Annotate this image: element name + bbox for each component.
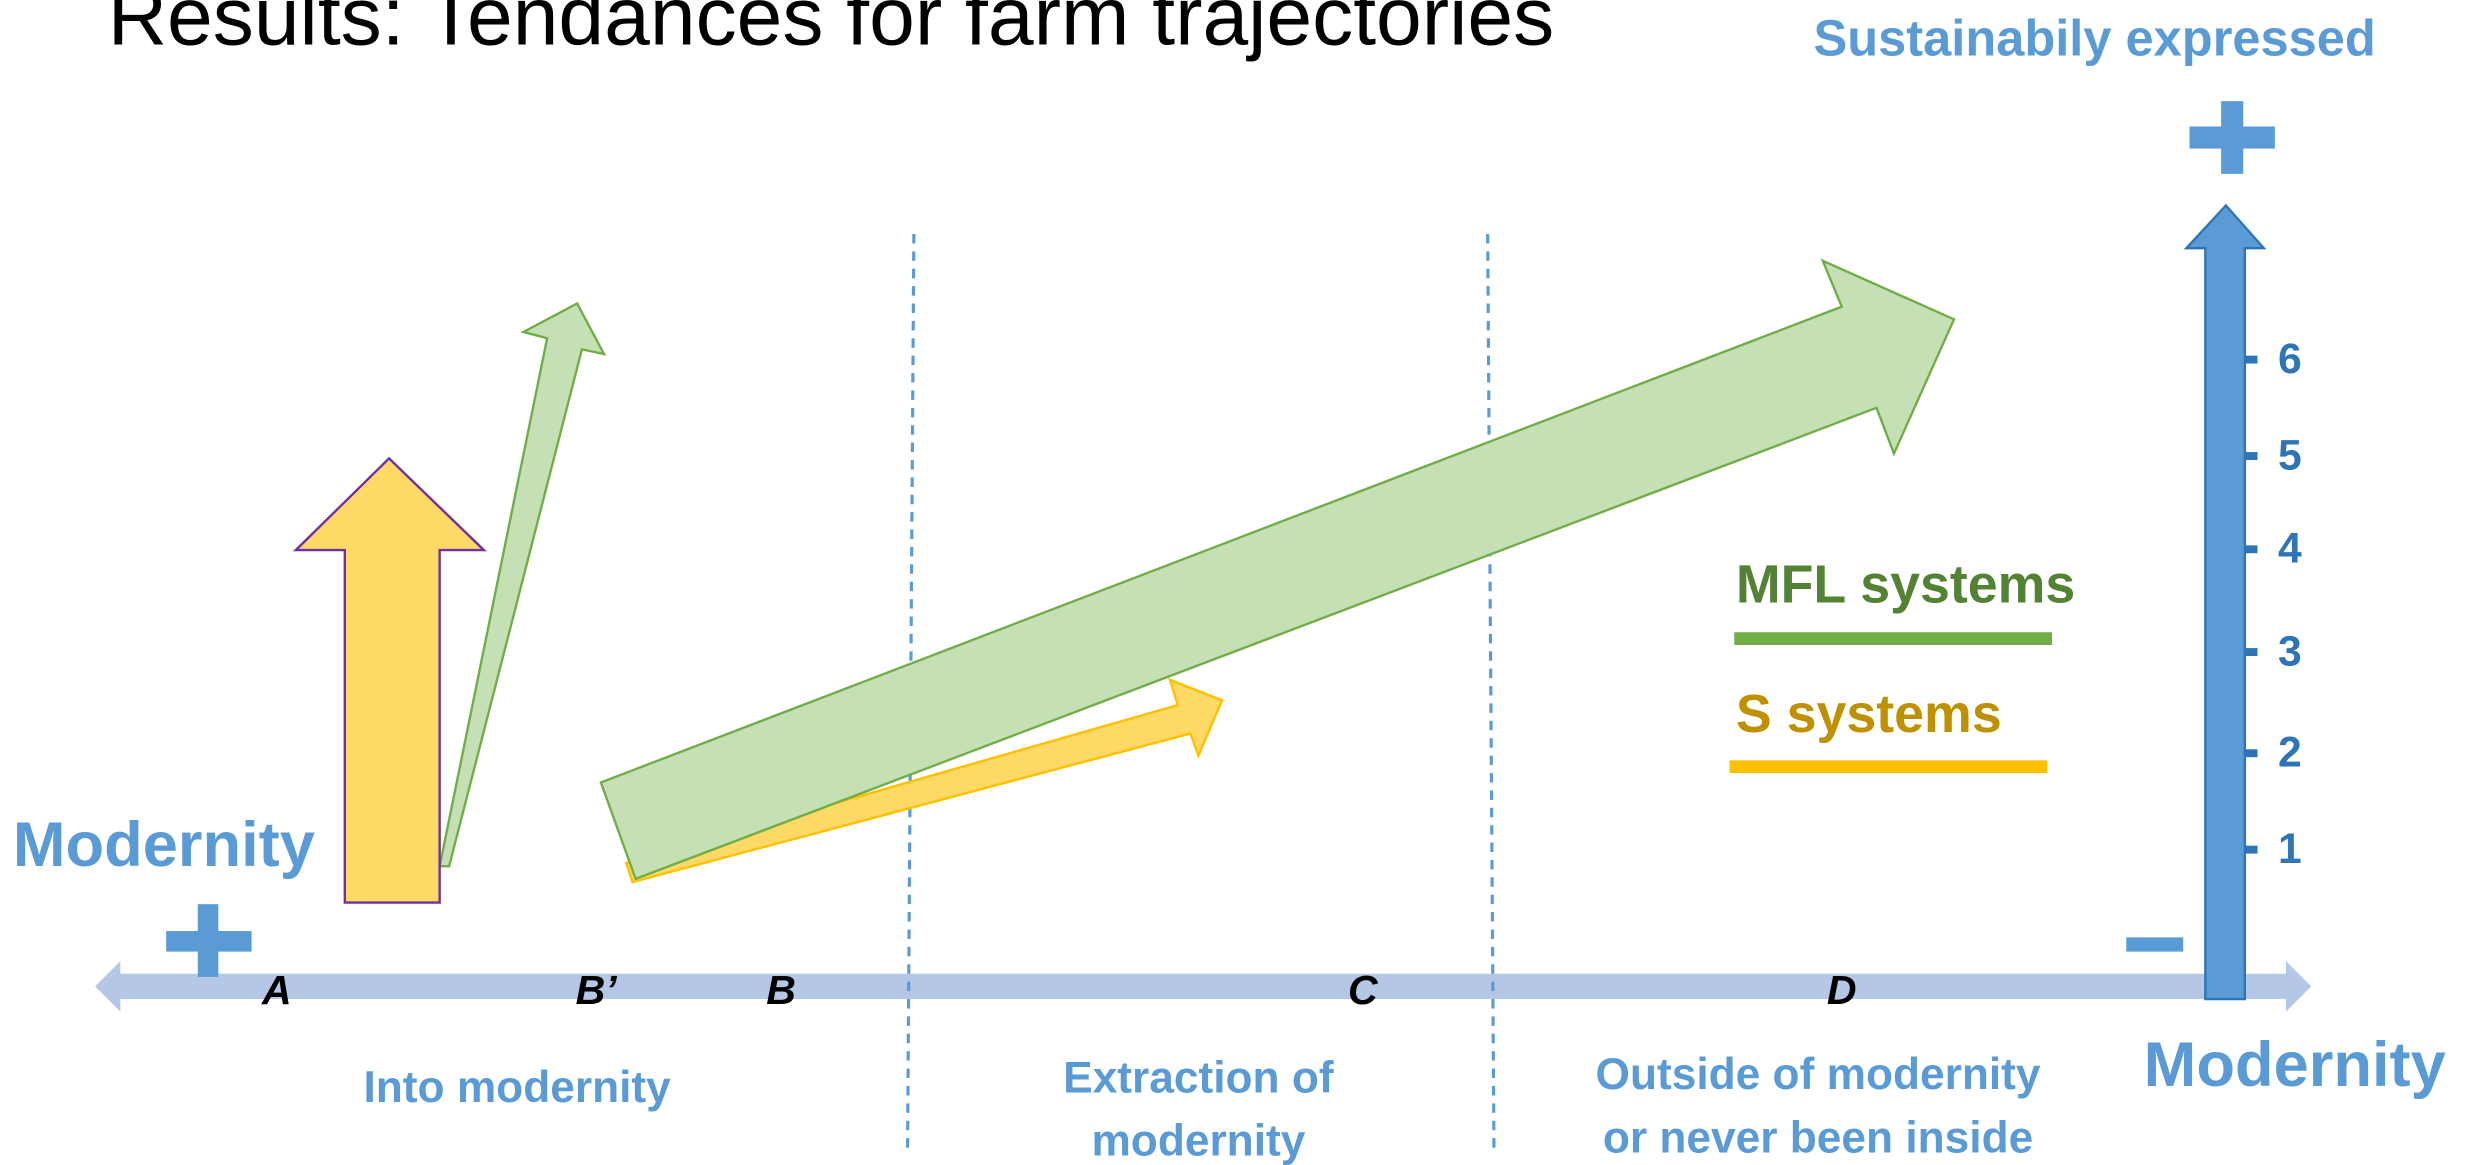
horizontal-axis [95, 961, 2312, 1012]
tick-label: 3 [2278, 627, 2302, 675]
s-trajectory [292, 456, 487, 904]
tick-label: 4 [2278, 525, 2302, 573]
plus-icon [197, 904, 219, 977]
tick-mark [2244, 648, 2258, 657]
horizontal-axis-label: Modernity [13, 810, 315, 880]
tick-mark [2244, 545, 2258, 554]
zone-divider [1486, 233, 1496, 1154]
tick-label: 6 [2278, 335, 2302, 383]
zone-label: Extraction of [1063, 1053, 1334, 1102]
legend-label: MFL systems [1736, 554, 2075, 614]
zone-label: modernity [1091, 1117, 1305, 1165]
tick-mark [2244, 749, 2258, 758]
tick-group: 1 2 3 4 5 6 [2244, 335, 2302, 873]
point-label: C [1348, 967, 1379, 1013]
zone-label: Outside of modernity [1596, 1050, 2041, 1099]
point-label: D [1827, 967, 1857, 1013]
mfl-trajectory [599, 258, 1956, 881]
vertical-axis-title: Sustainabily expressed [1814, 9, 2376, 66]
minus-icon [2126, 937, 2184, 952]
tick-label: 2 [2278, 729, 2302, 777]
tick-mark [2244, 355, 2258, 364]
point-label: A [261, 967, 292, 1013]
plus-icon [2221, 101, 2244, 174]
vertical-axis-label: Modernity [2144, 1030, 2446, 1100]
zone-label: or never been inside [1603, 1113, 2033, 1162]
point-label: B’ [576, 967, 618, 1013]
point-label: B [766, 967, 796, 1013]
title: Results: Tendances for farm trajectories [108, 0, 1555, 62]
vertical-axis [2183, 203, 2267, 1001]
mfl-trajectory [438, 301, 607, 868]
legend-label: S systems [1736, 684, 2002, 744]
tick-mark [2244, 845, 2258, 854]
tick-label: 1 [2278, 825, 2302, 873]
tick-label: 5 [2278, 431, 2302, 479]
tick-mark [2244, 452, 2258, 460]
zone-label: Into modernity [363, 1063, 671, 1112]
